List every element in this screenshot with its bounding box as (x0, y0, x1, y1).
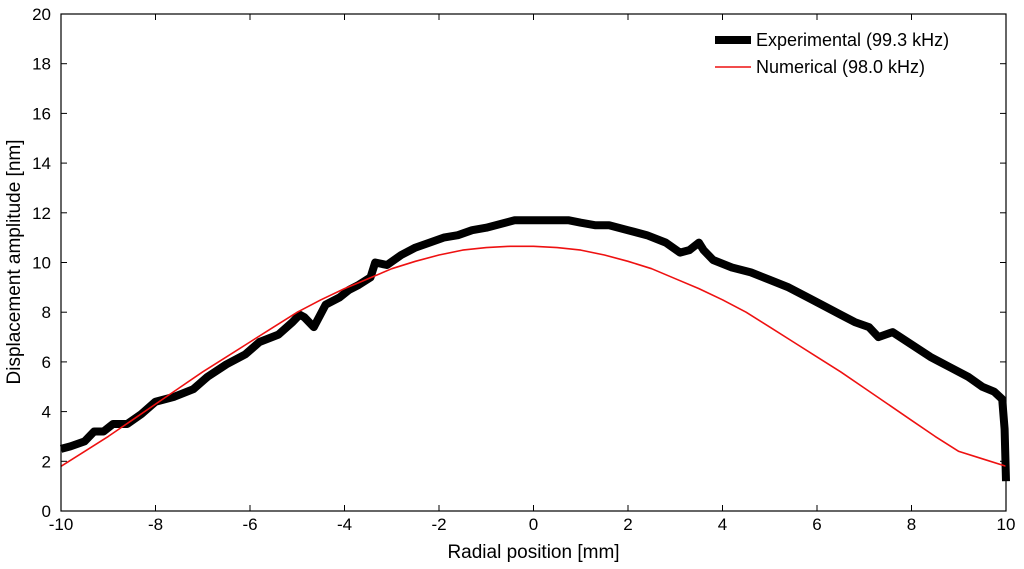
y-tick-label: 8 (42, 303, 51, 322)
x-tick-label: 4 (718, 515, 727, 534)
y-tick-label: 12 (32, 204, 51, 223)
x-tick-label: -10 (49, 515, 74, 534)
legend-label-experimental: Experimental (99.3 kHz) (756, 30, 949, 50)
y-tick-label: 10 (32, 254, 51, 273)
y-tick-label: 2 (42, 452, 51, 471)
x-tick-label: 6 (812, 515, 821, 534)
legend-label-numerical: Numerical (98.0 kHz) (756, 57, 925, 77)
y-tick-label: 0 (42, 502, 51, 521)
x-tick-label: 8 (907, 515, 916, 534)
y-tick-label: 18 (32, 55, 51, 74)
series-line-numerical (60, 245, 1007, 468)
x-tick-label: 10 (997, 515, 1016, 534)
x-tick-label: -2 (431, 515, 446, 534)
y-tick-label: 14 (32, 154, 51, 173)
x-axis-label: Radial position [mm] (447, 542, 619, 563)
x-tick-label: 0 (529, 515, 538, 534)
legend: Experimental (99.3 kHz) Numerical (98.0 … (715, 30, 949, 77)
x-tick-label: -4 (337, 515, 352, 534)
y-tick-label: 6 (42, 353, 51, 372)
plot-area (61, 14, 1006, 511)
y-tick-label: 4 (42, 403, 51, 422)
series-layer (59, 216, 1010, 482)
x-tick-label: -8 (148, 515, 163, 534)
y-axis-label: Displacement amplitude [nm] (4, 140, 25, 385)
plot-frame (60, 13, 1007, 512)
y-tick-label: 16 (32, 104, 51, 123)
axis-ticks: -10 -8 -6 -4 -2 0 2 4 6 8 10 0 2 4 6 8 10 12 14 16 18 20 (32, 5, 1015, 534)
y-tick-label: 20 (32, 5, 51, 24)
x-tick-label: 2 (623, 515, 632, 534)
series-line-experimental (59, 216, 1010, 482)
x-tick-label: -6 (242, 515, 257, 534)
